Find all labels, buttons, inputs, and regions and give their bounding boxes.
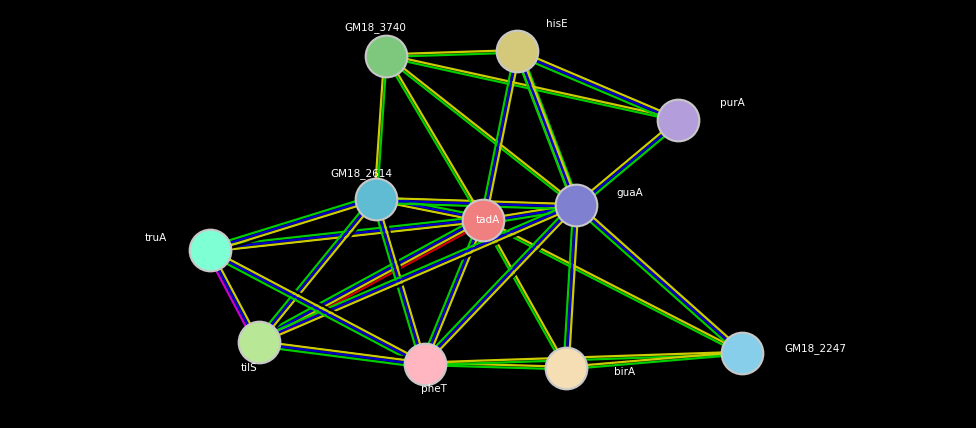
Point bbox=[368, 196, 384, 202]
Point bbox=[568, 202, 584, 209]
Text: pheT: pheT bbox=[422, 384, 447, 395]
Text: GM18_3740: GM18_3740 bbox=[345, 22, 407, 33]
Text: guaA: guaA bbox=[616, 187, 643, 198]
Point bbox=[509, 48, 525, 55]
Point bbox=[251, 339, 266, 346]
Point bbox=[671, 116, 686, 123]
Text: hisE: hisE bbox=[546, 18, 567, 29]
Text: GM18_2247: GM18_2247 bbox=[784, 343, 846, 354]
Point bbox=[475, 217, 491, 224]
Text: truA: truA bbox=[145, 232, 167, 243]
Point bbox=[417, 360, 432, 367]
Text: tilS: tilS bbox=[240, 363, 258, 373]
Point bbox=[378, 52, 393, 59]
Point bbox=[734, 350, 750, 357]
Text: birA: birA bbox=[614, 367, 635, 377]
Text: tadA: tadA bbox=[476, 215, 500, 226]
Point bbox=[202, 247, 218, 254]
Text: GM18_2614: GM18_2614 bbox=[330, 168, 392, 179]
Point bbox=[558, 365, 574, 372]
Text: purA: purA bbox=[719, 98, 745, 108]
